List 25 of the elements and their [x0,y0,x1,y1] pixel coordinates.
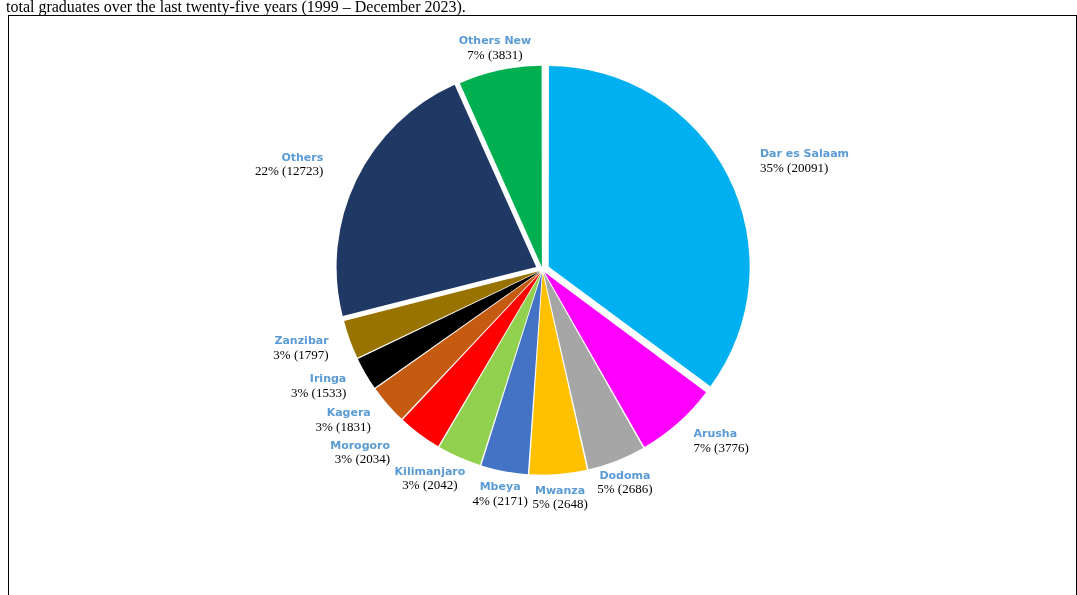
data-label: 4% (2171) [472,492,528,508]
chart-title: total graduates over the last twenty-five years (1999 – December 2023). [5,0,467,15]
data-label: 3% (1533) [291,384,347,400]
data-label: 3% (2034) [334,451,391,467]
data-label: 5% (2648) [532,496,588,512]
data-label: 3% (2042) [402,477,458,493]
slice-label: Kilimanjaro [394,464,466,478]
slice-label: Others New [458,34,532,48]
slice-label: Kagera [326,406,371,420]
data-label: 7% (3776) [693,439,749,455]
slice-label: Mbeya [479,480,521,494]
data-label: 35% (20091) [759,159,829,175]
slice-label: Arusha [693,427,738,441]
slice-label: Dodoma [599,468,651,482]
data-label: 7% (3831) [467,46,523,62]
data-label: 3% (1797) [273,346,329,362]
data-label: 22% (12723) [255,163,324,179]
slice-label: Morogoro [330,438,391,452]
slice-label: Mwanza [535,483,586,497]
slice-label: Dar es Salaam [759,147,850,161]
data-label: 3% (1831) [315,418,371,434]
slice-label: Zanzibar [274,334,330,348]
slice-label: Iringa [309,371,347,385]
data-label: 5% (2686) [597,481,653,497]
slice-label: Others [281,150,324,164]
